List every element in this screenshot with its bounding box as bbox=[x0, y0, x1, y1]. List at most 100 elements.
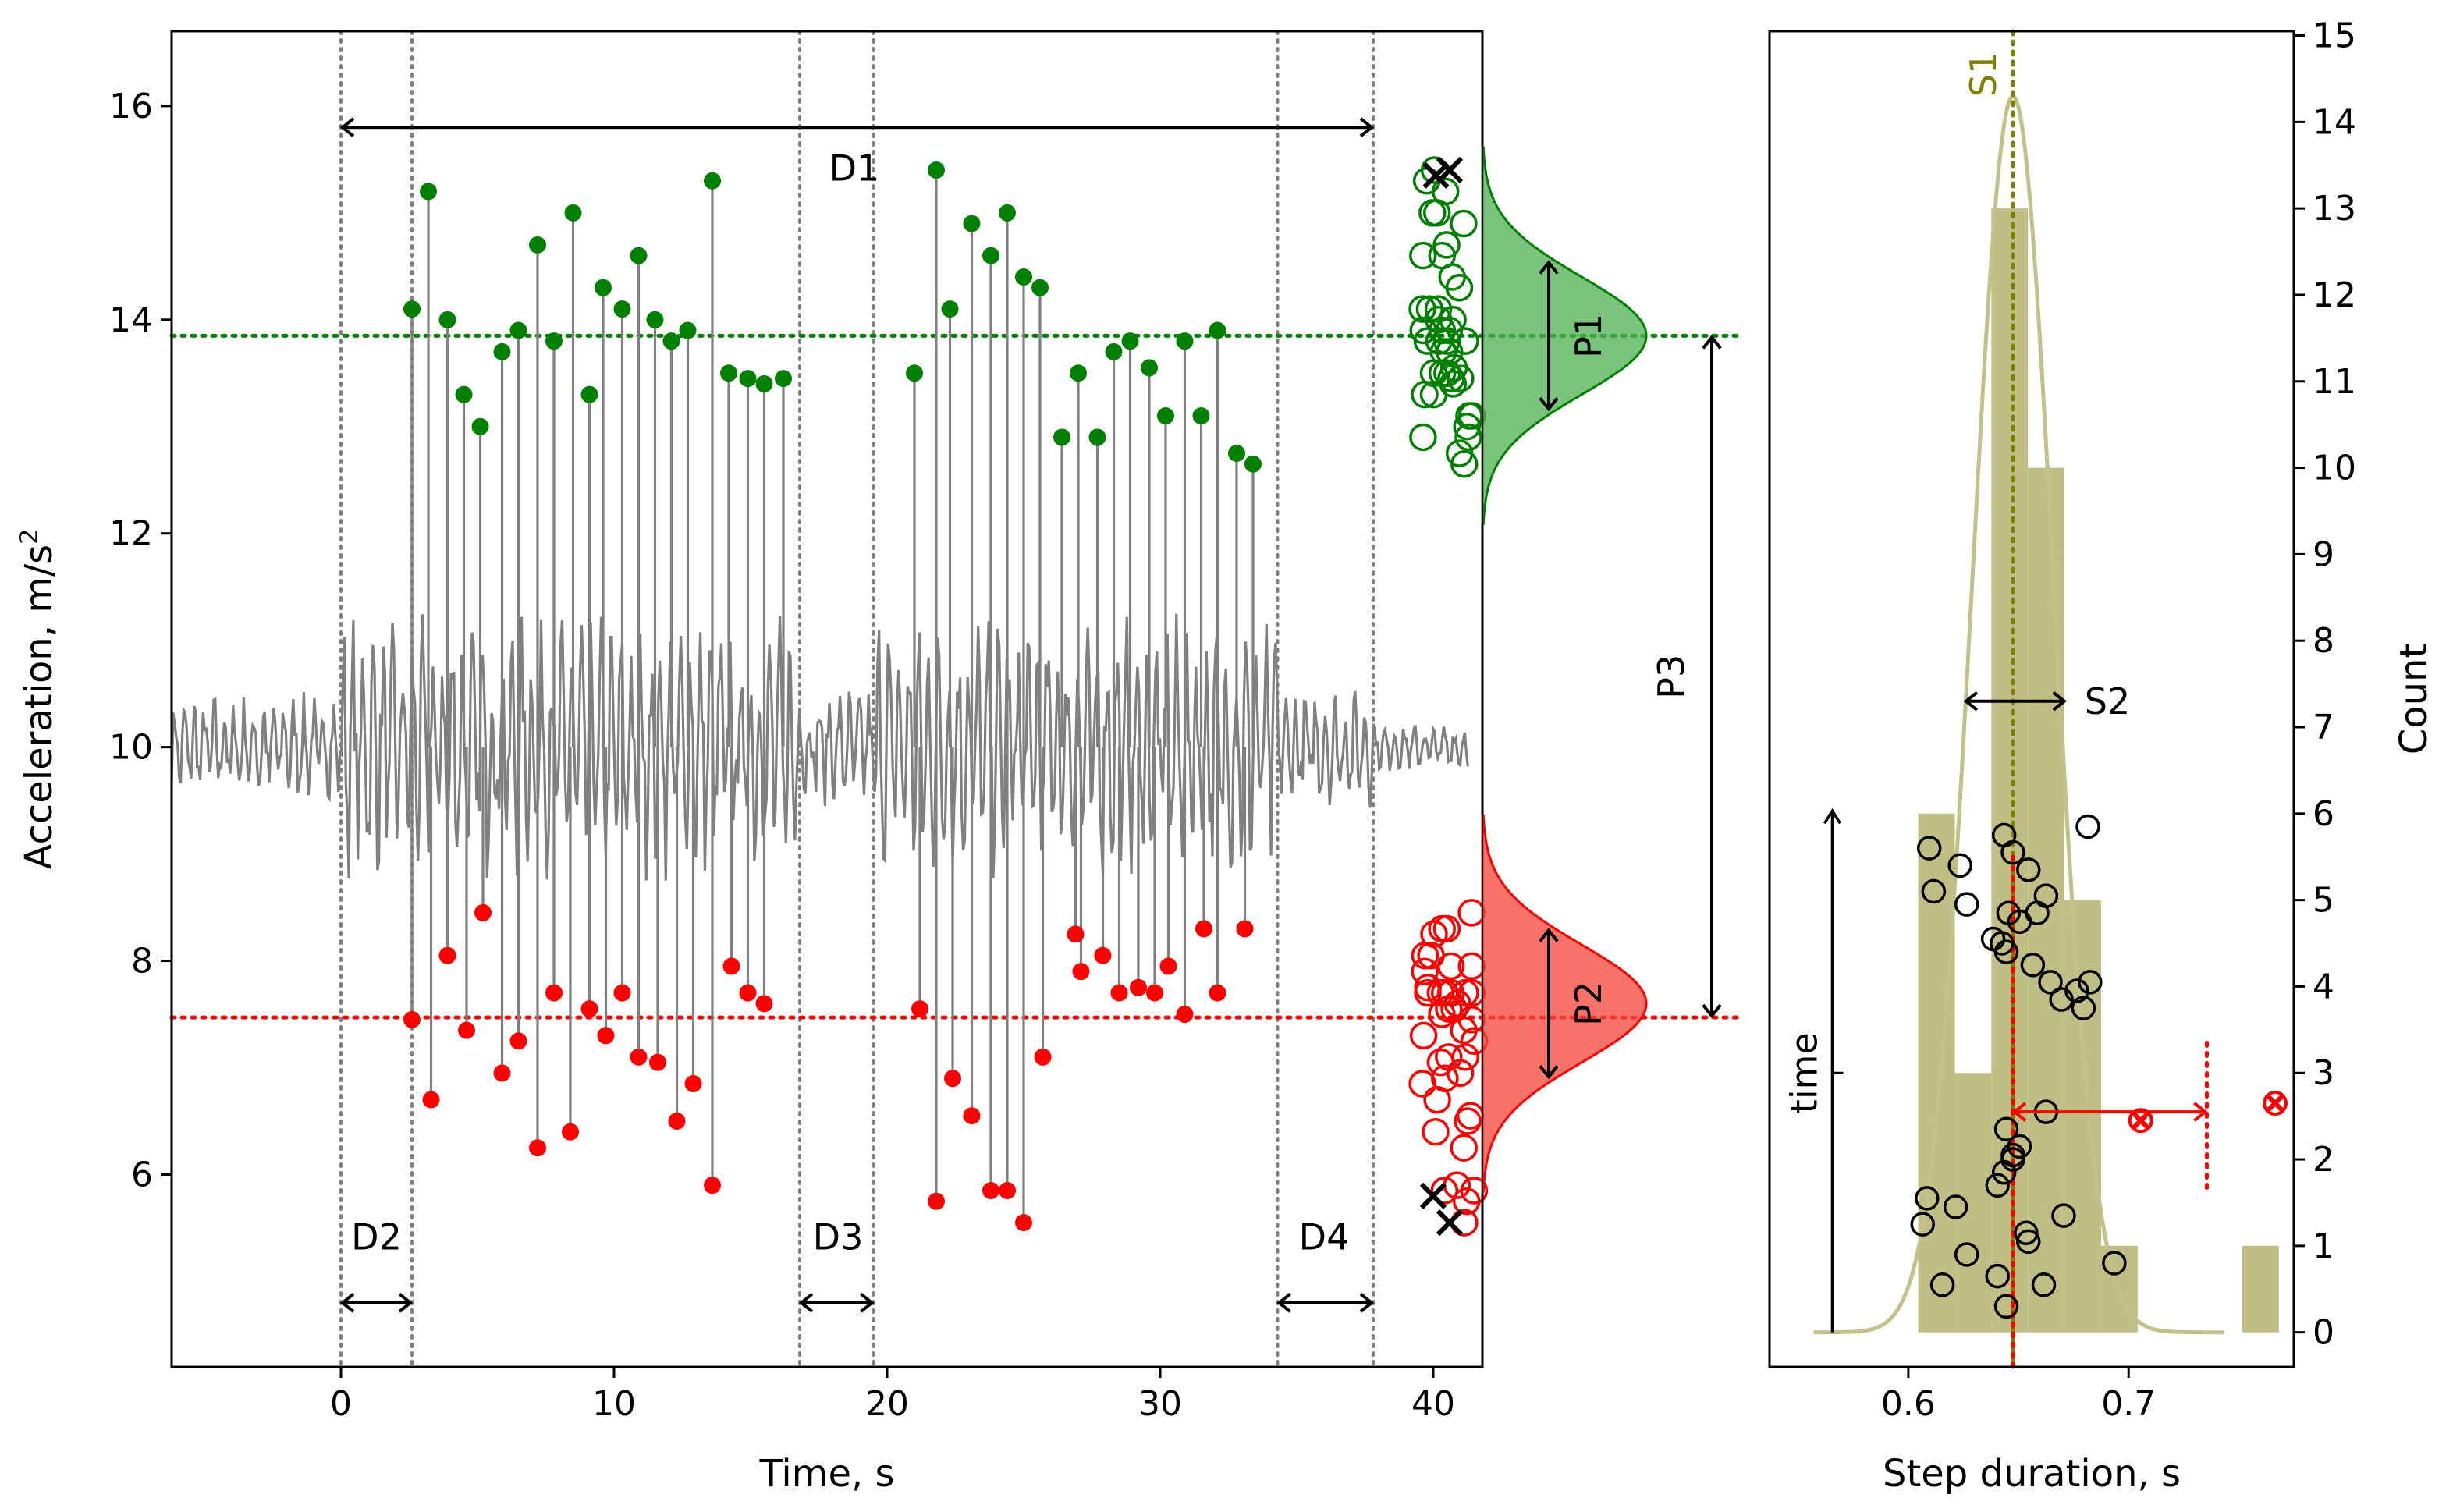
step-duration-point bbox=[2078, 970, 2103, 995]
max-spread-arrow-head-top bbox=[1539, 260, 1559, 275]
min-peak-scatter-point bbox=[1411, 957, 1439, 985]
max-peak-point bbox=[906, 364, 923, 382]
histogram-annotations: S1 S2 time bbox=[1783, 51, 2130, 1333]
min-peak-scatter-point bbox=[1436, 952, 1465, 981]
count-tick-label: 7 bbox=[2313, 708, 2334, 747]
max-peak-point bbox=[420, 183, 437, 201]
y-tick-label: 12 bbox=[109, 514, 153, 554]
min-peak-point bbox=[458, 1021, 475, 1039]
time-label: time bbox=[1783, 1032, 1825, 1113]
max-peak-point bbox=[928, 161, 945, 179]
s2-label: S2 bbox=[2085, 680, 2130, 722]
min-peak-point bbox=[1015, 1214, 1032, 1232]
min-peak-point bbox=[529, 1139, 546, 1157]
min-peak-point bbox=[1110, 984, 1128, 1002]
max-peak-point bbox=[613, 300, 631, 318]
min-peak-point bbox=[1067, 925, 1085, 943]
min-peak-point bbox=[422, 1091, 440, 1109]
step-duration-axis-ticks: 0.6 0.7 bbox=[1881, 1367, 2156, 1424]
x-axis-label: Time, s bbox=[759, 1452, 895, 1496]
histogram-bars bbox=[1918, 208, 2279, 1333]
histogram-bar bbox=[2242, 1245, 2279, 1333]
distribution-spread-arrows: P1 P2 P3 bbox=[1539, 260, 1722, 1080]
interval-label-d3: D3 bbox=[813, 1216, 864, 1258]
max-peak-scatter-point bbox=[1409, 241, 1437, 270]
max-peak-point bbox=[1141, 359, 1158, 377]
histogram-bar bbox=[2064, 900, 2101, 1333]
min-peak-point bbox=[722, 957, 740, 975]
interval-label-d1: D1 bbox=[829, 147, 880, 190]
count-tick-label: 15 bbox=[2313, 16, 2356, 56]
interval-arrow-d3-head-right bbox=[860, 1293, 875, 1313]
time-arrow-head bbox=[1823, 807, 1841, 825]
mean-reference-lines bbox=[169, 333, 1742, 1020]
count-tick-label: 9 bbox=[2313, 534, 2334, 574]
min-peak-point bbox=[509, 1032, 527, 1050]
step-duration-point bbox=[1915, 1186, 1940, 1211]
x-tick-label: 40 bbox=[1411, 1384, 1455, 1424]
step-duration-points bbox=[1910, 814, 2127, 1319]
x-tick-label: 10 bbox=[592, 1384, 636, 1424]
min-peak-scatter-point bbox=[1408, 1070, 1436, 1098]
x-tick-label: 0 bbox=[330, 1384, 352, 1424]
min-peak-point bbox=[649, 1053, 666, 1071]
interval-arrow-d3-head-left bbox=[798, 1293, 814, 1313]
step-duration-point bbox=[2049, 987, 2074, 1012]
max-peak-scatter-point bbox=[1439, 306, 1467, 334]
max-peak-point bbox=[493, 343, 511, 360]
min-peak-point bbox=[438, 946, 456, 964]
min-peak-point bbox=[613, 984, 631, 1002]
peak-stems bbox=[410, 170, 1255, 1223]
outlier-cross-marker bbox=[1436, 156, 1464, 184]
min-peak-point bbox=[1130, 978, 1147, 996]
y-axis-label: Acceleration, m/s2 bbox=[14, 528, 61, 869]
histogram-bar bbox=[1954, 1073, 1992, 1333]
min-spread-arrow-head-bottom bbox=[1539, 1064, 1559, 1080]
min-peak-point bbox=[999, 1182, 1016, 1200]
count-tick-label: 6 bbox=[2313, 794, 2334, 834]
normal-fit-curve bbox=[1813, 94, 2224, 1335]
min-peak-scatter-point bbox=[1422, 1117, 1450, 1146]
max-peak-point bbox=[679, 321, 697, 339]
max-peak-scatter-point bbox=[1415, 295, 1444, 323]
max-peak-scatter-point bbox=[1450, 449, 1479, 478]
min-peak-point bbox=[630, 1048, 648, 1066]
step-duration-point bbox=[2038, 970, 2063, 995]
max-peak-point bbox=[755, 374, 773, 392]
min-peak-scatter-point bbox=[1428, 914, 1456, 943]
step-duration-point bbox=[2000, 839, 2025, 865]
max-peak-point bbox=[438, 311, 456, 328]
step-duration-point bbox=[2102, 1251, 2127, 1276]
max-peak-point bbox=[982, 247, 999, 264]
max-peak-point bbox=[529, 236, 546, 254]
hist-x-tick-label: 0.6 bbox=[1881, 1384, 1936, 1424]
step-duration-point bbox=[1916, 836, 1942, 861]
step-duration-point bbox=[1993, 1116, 2019, 1142]
y-axis-label-superscript: 2 bbox=[14, 528, 44, 544]
outlier-cross-marker bbox=[1422, 161, 1450, 190]
s1-label: S1 bbox=[1962, 51, 2004, 97]
peak-distribution-areas bbox=[1481, 31, 1648, 1367]
step-duration-point bbox=[2020, 952, 2046, 978]
interval-arrow-d1-head-left bbox=[339, 117, 355, 138]
max-peak-point bbox=[403, 300, 421, 318]
min-peak-point bbox=[545, 984, 563, 1002]
max-distribution-area bbox=[1481, 146, 1648, 525]
max-peak-scatter bbox=[1408, 156, 1486, 478]
max-peak-scatter-point bbox=[1409, 423, 1437, 452]
interval-arrow-d1-head-right bbox=[1359, 117, 1375, 138]
step-duration-point bbox=[1929, 1272, 1955, 1297]
max-peak-point bbox=[1053, 428, 1070, 446]
max-peak-point bbox=[963, 215, 981, 232]
min-peak-scatter-point bbox=[1431, 1064, 1459, 1092]
max-peak-point bbox=[941, 300, 959, 318]
min-peak-point bbox=[403, 1010, 421, 1028]
y-axis-label-text: Acceleration, m/s bbox=[17, 545, 61, 870]
count-tick-label: 3 bbox=[2313, 1053, 2334, 1093]
acceleration-signal-line bbox=[172, 613, 1469, 881]
count-tick-label: 13 bbox=[2313, 189, 2356, 229]
p3-arrow-head-top bbox=[1702, 335, 1722, 350]
s2-arrow-head-left bbox=[1963, 691, 1979, 712]
interval-arrows: D1 D2 D3 D4 bbox=[339, 117, 1375, 1313]
